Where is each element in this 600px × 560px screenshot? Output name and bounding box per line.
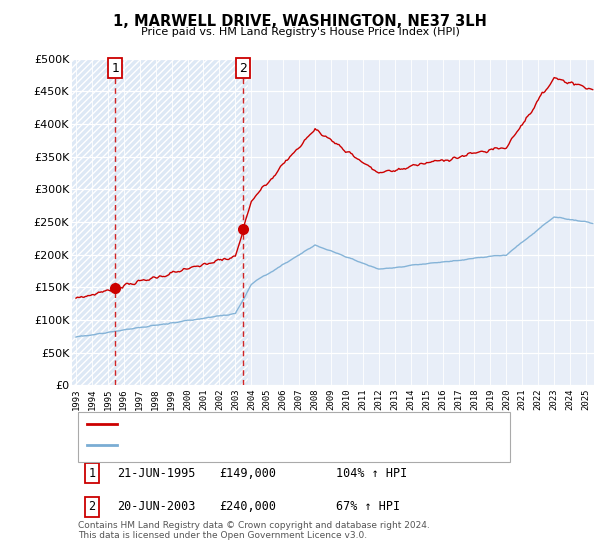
Text: 20-JUN-2003: 20-JUN-2003 [117,500,196,514]
Text: 21-JUN-1995: 21-JUN-1995 [117,466,196,480]
Text: 1, MARWELL DRIVE, WASHINGTON, NE37 3LH: 1, MARWELL DRIVE, WASHINGTON, NE37 3LH [113,14,487,29]
Bar [248,59,594,385]
Text: 104% ↑ HPI: 104% ↑ HPI [336,466,407,480]
Text: Price paid vs. HM Land Registry's House Price Index (HPI): Price paid vs. HM Land Registry's House … [140,27,460,37]
Text: £240,000: £240,000 [219,500,276,514]
Text: 67% ↑ HPI: 67% ↑ HPI [336,500,400,514]
Text: 1, MARWELL DRIVE, WASHINGTON, NE37 3LH (detached house): 1, MARWELL DRIVE, WASHINGTON, NE37 3LH (… [123,419,453,429]
Bar [72,59,248,385]
Text: HPI: Average price, detached house, Sunderland: HPI: Average price, detached house, Sund… [123,440,376,450]
Text: £149,000: £149,000 [219,466,276,480]
Text: 1: 1 [88,466,95,480]
Text: Contains HM Land Registry data © Crown copyright and database right 2024.
This d: Contains HM Land Registry data © Crown c… [78,521,430,540]
Text: 2: 2 [88,500,95,514]
Text: 1: 1 [112,62,119,74]
Text: 2: 2 [239,62,247,74]
